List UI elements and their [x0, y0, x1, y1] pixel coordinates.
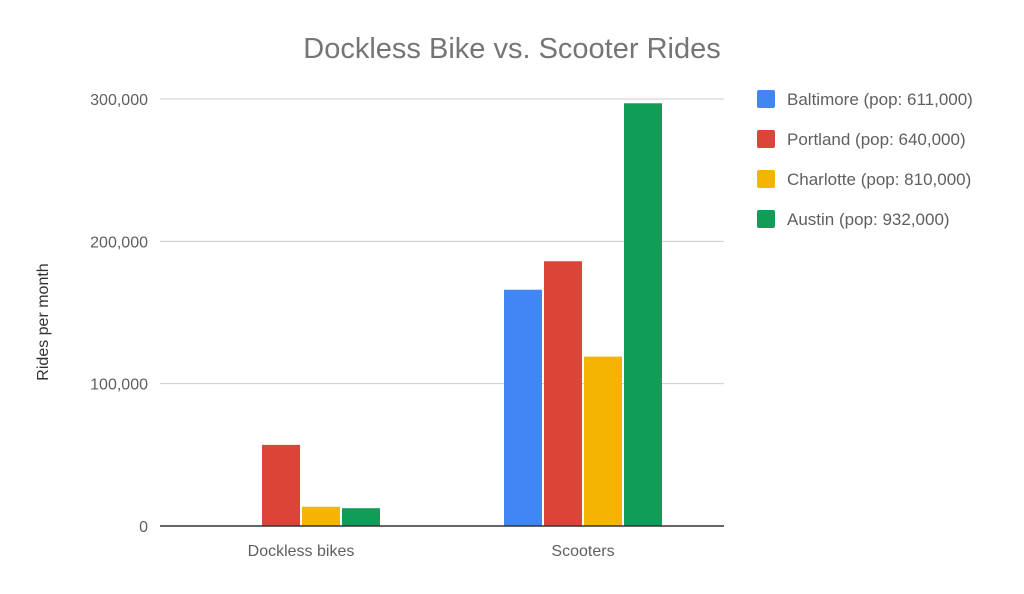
legend-label: Baltimore (pop: 611,000)	[787, 90, 973, 109]
y-tick-label: 300,000	[90, 92, 148, 109]
bar	[544, 261, 582, 526]
bar	[262, 444, 300, 526]
bar	[504, 289, 542, 526]
bar	[342, 508, 380, 526]
bar	[584, 356, 622, 526]
legend-swatch	[757, 130, 775, 148]
legend-swatch	[757, 90, 775, 108]
x-tick-label: Dockless bikes	[248, 543, 355, 560]
legend-label: Charlotte (pop: 810,000)	[787, 170, 971, 189]
legend: Baltimore (pop: 611,000) Portland (pop: 6…	[757, 90, 973, 229]
y-axis-label: Rides per month	[35, 263, 52, 380]
chart-title: Dockless Bike vs. Scooter Rides	[303, 33, 720, 65]
legend-label: Austin (pop: 932,000)	[787, 210, 950, 229]
x-axis-ticks: Dockless bikes Scooters	[248, 543, 615, 560]
bars	[160, 103, 724, 527]
bar	[302, 506, 340, 526]
y-tick-label: 200,000	[90, 234, 148, 251]
x-tick-label: Scooters	[551, 543, 614, 560]
y-tick-label: 0	[139, 519, 148, 536]
legend-swatch	[757, 170, 775, 188]
legend-label: Portland (pop: 640,000)	[787, 130, 966, 149]
legend-swatch	[757, 210, 775, 228]
y-tick-label: 100,000	[90, 377, 148, 394]
y-axis-ticks: 0 100,000 200,000 300,000	[90, 92, 148, 536]
bar	[624, 103, 662, 527]
